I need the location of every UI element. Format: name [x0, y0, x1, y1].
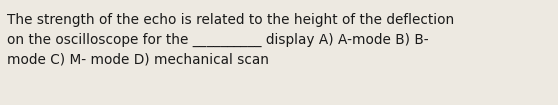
Text: The strength of the echo is related to the height of the deflection
on the oscil: The strength of the echo is related to t…	[7, 13, 455, 67]
